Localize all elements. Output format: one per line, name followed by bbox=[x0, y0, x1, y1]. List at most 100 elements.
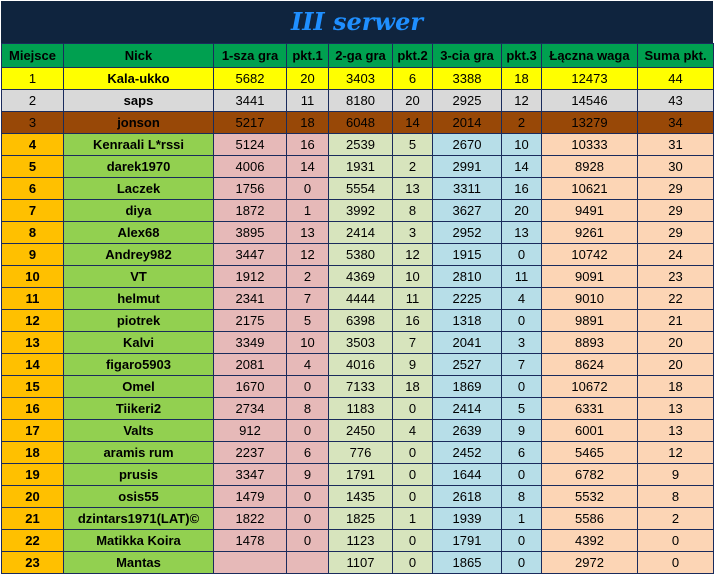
cell-nick: prusis bbox=[63, 463, 214, 486]
header-nick: Nick bbox=[63, 43, 214, 68]
cell-total-weight: 4392 bbox=[541, 529, 638, 552]
cell-game3: 2925 bbox=[432, 89, 502, 112]
cell-total-weight: 6001 bbox=[541, 419, 638, 442]
cell-pkt3: 4 bbox=[501, 287, 542, 310]
cell-pkt2: 0 bbox=[392, 441, 433, 464]
cell-game3: 1791 bbox=[432, 529, 502, 552]
table-row: 21 dzintars1971(LAT)© 1822 0 1825 1 1939 1 5586 2 bbox=[1, 507, 714, 530]
cell-game2: 2539 bbox=[328, 133, 393, 156]
cell-place: 21 bbox=[1, 507, 64, 530]
cell-total-weight: 6331 bbox=[541, 397, 638, 420]
table-row: 2 saps 3441 11 8180 20 2925 12 14546 43 bbox=[1, 89, 714, 112]
cell-game3: 2618 bbox=[432, 485, 502, 508]
cell-pkt2: 0 bbox=[392, 485, 433, 508]
cell-pkt1: 0 bbox=[286, 375, 329, 398]
cell-total-weight: 10333 bbox=[541, 133, 638, 156]
cell-game2: 6048 bbox=[328, 111, 393, 134]
header-total-weight: Łączna waga bbox=[541, 43, 638, 68]
cell-game2: 3403 bbox=[328, 67, 393, 90]
sheet-title: III serwer bbox=[1, 1, 713, 43]
cell-pkt3: 5 bbox=[501, 397, 542, 420]
cell-total-weight: 5532 bbox=[541, 485, 638, 508]
table-row: 4 Kenraali L*rssi 5124 16 2539 5 2670 10 10333 31 bbox=[1, 133, 714, 156]
cell-pkt1 bbox=[286, 551, 329, 574]
cell-nick: Laczek bbox=[63, 177, 214, 200]
cell-place: 6 bbox=[1, 177, 64, 200]
table-row: 18 aramis rum 2237 6 776 0 2452 6 5465 12 bbox=[1, 441, 714, 464]
cell-pkt3: 8 bbox=[501, 485, 542, 508]
cell-nick: aramis rum bbox=[63, 441, 214, 464]
cell-total-weight: 8928 bbox=[541, 155, 638, 178]
cell-total-weight: 10672 bbox=[541, 375, 638, 398]
header-pkt3: pkt.3 bbox=[501, 43, 542, 68]
cell-nick: Kalvi bbox=[63, 331, 214, 354]
cell-place: 15 bbox=[1, 375, 64, 398]
cell-pkt1: 0 bbox=[286, 177, 329, 200]
cell-place: 14 bbox=[1, 353, 64, 376]
cell-nick: Mantas bbox=[63, 551, 214, 574]
cell-game3: 2810 bbox=[432, 265, 502, 288]
cell-place: 23 bbox=[1, 551, 64, 574]
cell-total-weight: 8893 bbox=[541, 331, 638, 354]
cell-place: 22 bbox=[1, 529, 64, 552]
cell-game1: 4006 bbox=[213, 155, 287, 178]
cell-pkt3: 10 bbox=[501, 133, 542, 156]
table-row: 9 Andrey982 3447 12 5380 12 1915 0 10742 24 bbox=[1, 243, 714, 266]
cell-game1: 5217 bbox=[213, 111, 287, 134]
cell-pkt2: 7 bbox=[392, 331, 433, 354]
table-row: 1 Kala-ukko 5682 20 3403 6 3388 18 12473 44 bbox=[1, 67, 714, 90]
cell-game1: 2081 bbox=[213, 353, 287, 376]
cell-place: 18 bbox=[1, 441, 64, 464]
cell-total-weight: 8624 bbox=[541, 353, 638, 376]
cell-game1: 3895 bbox=[213, 221, 287, 244]
cell-game2: 1435 bbox=[328, 485, 393, 508]
table-row: 17 Valts 912 0 2450 4 2639 9 6001 13 bbox=[1, 419, 714, 442]
header-game1: 1-sza gra bbox=[213, 43, 287, 68]
cell-pkt3: 0 bbox=[501, 243, 542, 266]
cell-game1 bbox=[213, 551, 287, 574]
cell-place: 1 bbox=[1, 67, 64, 90]
cell-pkt3: 11 bbox=[501, 265, 542, 288]
cell-nick: Alex68 bbox=[63, 221, 214, 244]
cell-pkt2: 0 bbox=[392, 463, 433, 486]
cell-pkt1: 1 bbox=[286, 199, 329, 222]
table-row: 13 Kalvi 3349 10 3503 7 2041 3 8893 20 bbox=[1, 331, 714, 354]
cell-pkt1: 11 bbox=[286, 89, 329, 112]
cell-points-sum: 31 bbox=[637, 133, 714, 156]
cell-total-weight: 10742 bbox=[541, 243, 638, 266]
cell-game2: 8180 bbox=[328, 89, 393, 112]
cell-points-sum: 20 bbox=[637, 353, 714, 376]
cell-game2: 3503 bbox=[328, 331, 393, 354]
cell-game1: 1670 bbox=[213, 375, 287, 398]
cell-nick: Valts bbox=[63, 419, 214, 442]
header-row: Miejsce Nick 1-sza gra pkt.1 2-ga gra pkt.2 3-… bbox=[1, 43, 714, 68]
cell-pkt3: 6 bbox=[501, 441, 542, 464]
cell-game2: 1931 bbox=[328, 155, 393, 178]
cell-game2: 4369 bbox=[328, 265, 393, 288]
cell-pkt1: 12 bbox=[286, 243, 329, 266]
cell-game2: 7133 bbox=[328, 375, 393, 398]
cell-nick: Matikka Koira bbox=[63, 529, 214, 552]
cell-pkt2: 20 bbox=[392, 89, 433, 112]
cell-points-sum: 29 bbox=[637, 221, 714, 244]
cell-nick: osis55 bbox=[63, 485, 214, 508]
cell-points-sum: 0 bbox=[637, 551, 714, 574]
cell-game3: 2527 bbox=[432, 353, 502, 376]
cell-points-sum: 29 bbox=[637, 199, 714, 222]
table-row: 16 Tiikeri2 2734 8 1183 0 2414 5 6331 13 bbox=[1, 397, 714, 420]
cell-pkt3: 7 bbox=[501, 353, 542, 376]
cell-game2: 4016 bbox=[328, 353, 393, 376]
cell-points-sum: 0 bbox=[637, 529, 714, 552]
cell-place: 16 bbox=[1, 397, 64, 420]
cell-pkt3: 9 bbox=[501, 419, 542, 442]
cell-pkt3: 1 bbox=[501, 507, 542, 530]
cell-game3: 3311 bbox=[432, 177, 502, 200]
cell-pkt1: 13 bbox=[286, 221, 329, 244]
cell-points-sum: 8 bbox=[637, 485, 714, 508]
cell-nick: darek1970 bbox=[63, 155, 214, 178]
cell-place: 17 bbox=[1, 419, 64, 442]
cell-total-weight: 2972 bbox=[541, 551, 638, 574]
cell-pkt1: 9 bbox=[286, 463, 329, 486]
cell-game2: 1107 bbox=[328, 551, 393, 574]
